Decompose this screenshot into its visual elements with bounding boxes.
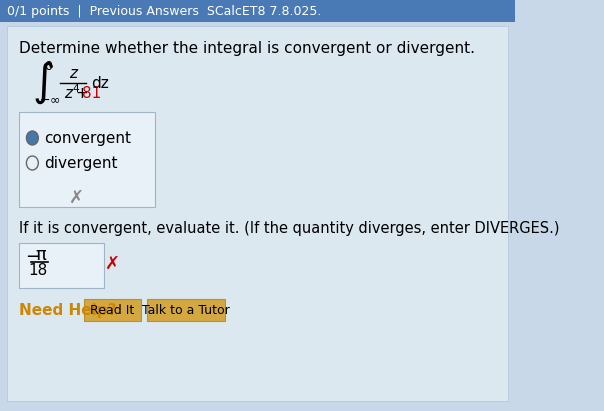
Text: +: +: [76, 85, 94, 101]
Text: If it is convergent, evaluate it. (If the quantity diverges, enter DIVERGES.): If it is convergent, evaluate it. (If th…: [19, 220, 559, 236]
FancyBboxPatch shape: [19, 243, 104, 288]
Text: $\int$: $\int$: [33, 60, 54, 106]
Text: ✗: ✗: [105, 255, 120, 273]
Text: 0: 0: [44, 60, 53, 72]
Text: $-\infty$: $-\infty$: [39, 93, 61, 106]
Text: π: π: [36, 246, 47, 264]
Text: $z^4$: $z^4$: [64, 84, 81, 102]
FancyBboxPatch shape: [85, 299, 141, 321]
Text: z: z: [69, 67, 77, 81]
Text: 0/1 points  |  Previous Answers  SCalcET8 7.8.025.: 0/1 points | Previous Answers SCalcET8 7…: [7, 5, 321, 18]
Text: 18: 18: [28, 263, 47, 277]
Text: Need Help?: Need Help?: [19, 302, 116, 318]
Circle shape: [27, 156, 38, 170]
Text: Determine whether the integral is convergent or divergent.: Determine whether the integral is conver…: [19, 41, 475, 55]
FancyBboxPatch shape: [7, 26, 508, 401]
Text: −: −: [25, 248, 40, 266]
Text: ✗: ✗: [69, 189, 84, 207]
FancyBboxPatch shape: [19, 112, 155, 207]
FancyBboxPatch shape: [0, 0, 515, 22]
Circle shape: [27, 132, 37, 144]
Text: 81: 81: [82, 85, 101, 101]
Text: dz: dz: [91, 76, 109, 90]
FancyBboxPatch shape: [147, 299, 225, 321]
Text: Read It: Read It: [91, 303, 135, 316]
Text: convergent: convergent: [44, 131, 131, 145]
Text: Talk to a Tutor: Talk to a Tutor: [142, 303, 230, 316]
Text: divergent: divergent: [44, 155, 118, 171]
